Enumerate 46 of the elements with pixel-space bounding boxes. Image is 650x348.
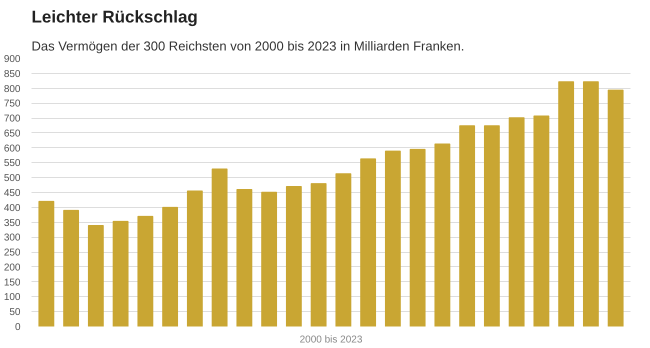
y-tick-label: 850 <box>4 68 21 80</box>
y-tick-label: 200 <box>4 262 21 274</box>
bar <box>236 189 252 326</box>
y-tick-label: 600 <box>4 143 21 154</box>
y-tick-label: 700 <box>4 114 21 125</box>
bar <box>137 216 154 326</box>
y-tick-label: 0 <box>14 322 21 333</box>
bar <box>508 117 525 326</box>
y-tick-label: 900 <box>4 54 21 65</box>
bar <box>162 206 178 326</box>
bar <box>459 125 476 326</box>
bar <box>384 150 401 326</box>
bar <box>286 186 302 326</box>
y-tick-label: 400 <box>4 202 21 214</box>
y-tick-label: 250 <box>4 248 21 259</box>
y-tick-label: 50 <box>9 307 21 318</box>
y-tick-label: 100 <box>4 292 21 304</box>
y-tick-label: 300 <box>4 232 21 244</box>
bar <box>310 183 327 326</box>
bar <box>38 200 54 326</box>
bar <box>63 210 80 326</box>
y-tick-label: 800 <box>4 84 21 95</box>
bar <box>360 158 376 326</box>
bar <box>410 148 426 326</box>
bar <box>434 143 450 326</box>
bar <box>261 192 278 326</box>
x-axis-title: 2000 bis 2023 <box>300 334 363 346</box>
bar <box>484 125 500 326</box>
y-tick-label: 650 <box>4 128 21 140</box>
bar <box>608 90 624 326</box>
bar <box>335 173 352 326</box>
y-tick-label: 450 <box>4 188 21 199</box>
y-tick-label: 150 <box>4 277 21 288</box>
y-tick-label: 500 <box>4 173 21 184</box>
bar <box>186 190 203 326</box>
bar <box>88 225 104 326</box>
y-tick-label: 350 <box>4 218 21 229</box>
chart-title: Leichter Rückschlag <box>32 8 198 26</box>
chart-subtitle: Das Vermögen der 300 Reichsten von 2000 bis 2023 in Milliarden Franken. <box>32 38 464 54</box>
y-tick-label: 750 <box>4 98 21 110</box>
y-tick-label: 550 <box>4 158 21 170</box>
bar <box>112 220 129 326</box>
bar <box>533 115 550 326</box>
bar <box>582 81 599 326</box>
bar <box>212 168 228 326</box>
bar <box>558 81 574 326</box>
